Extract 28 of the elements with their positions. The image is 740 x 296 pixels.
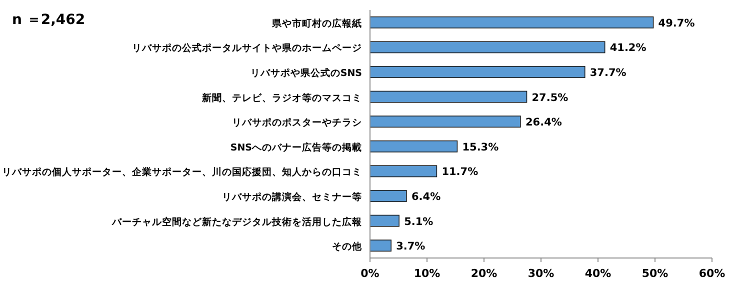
data-label: 11.7% [442, 166, 479, 178]
x-tick-label: 40% [584, 267, 612, 280]
y-tick-label: SNSへのバナー広告等の掲載 [230, 141, 362, 154]
y-tick-label: 新聞、テレビ、ラジオ等のマスコミ [201, 92, 362, 104]
data-label: 37.7% [590, 67, 627, 79]
y-tick-label: バーチャル空間など新たなデジタル技術を活用した広報 [111, 216, 363, 228]
x-tick-label: 10% [414, 267, 440, 280]
y-tick-label: 県や市町村の広報紙 [271, 17, 362, 30]
x-tick-label: 0% [360, 267, 380, 280]
y-tick-label: リバサポや県公式のSNS [250, 67, 362, 79]
data-label: 6.4% [411, 191, 442, 203]
y-tick-label: リバサポの講演会、セミナー等 [222, 191, 362, 203]
text: n ＝2,462 [12, 12, 86, 28]
data-label: 41.2% [610, 42, 647, 54]
x-tick-label: 50% [642, 267, 668, 280]
y-tick-label: その他 [332, 240, 363, 253]
data-label: 15.3% [462, 141, 500, 154]
y-tick-label: リバサポの個人サポーター、企業サポーター、川の国応援団、知人からの口コミ [2, 166, 362, 178]
x-tick-label: 60% [698, 267, 726, 280]
data-label: 5.1% [404, 216, 434, 228]
y-tick-label: リバサポのポスターやチラシ [232, 118, 362, 129]
data-label: 26.4% [525, 116, 562, 129]
data-label: 27.5% [532, 92, 569, 104]
x-tick-label: 20% [470, 267, 498, 280]
y-tick-label: リバサポの公式ポータルサイトや県のホームページ [132, 42, 362, 54]
x-tick-label: 30% [528, 267, 554, 280]
data-label: 49.7% [658, 17, 696, 30]
data-label: 3.7% [396, 240, 426, 253]
